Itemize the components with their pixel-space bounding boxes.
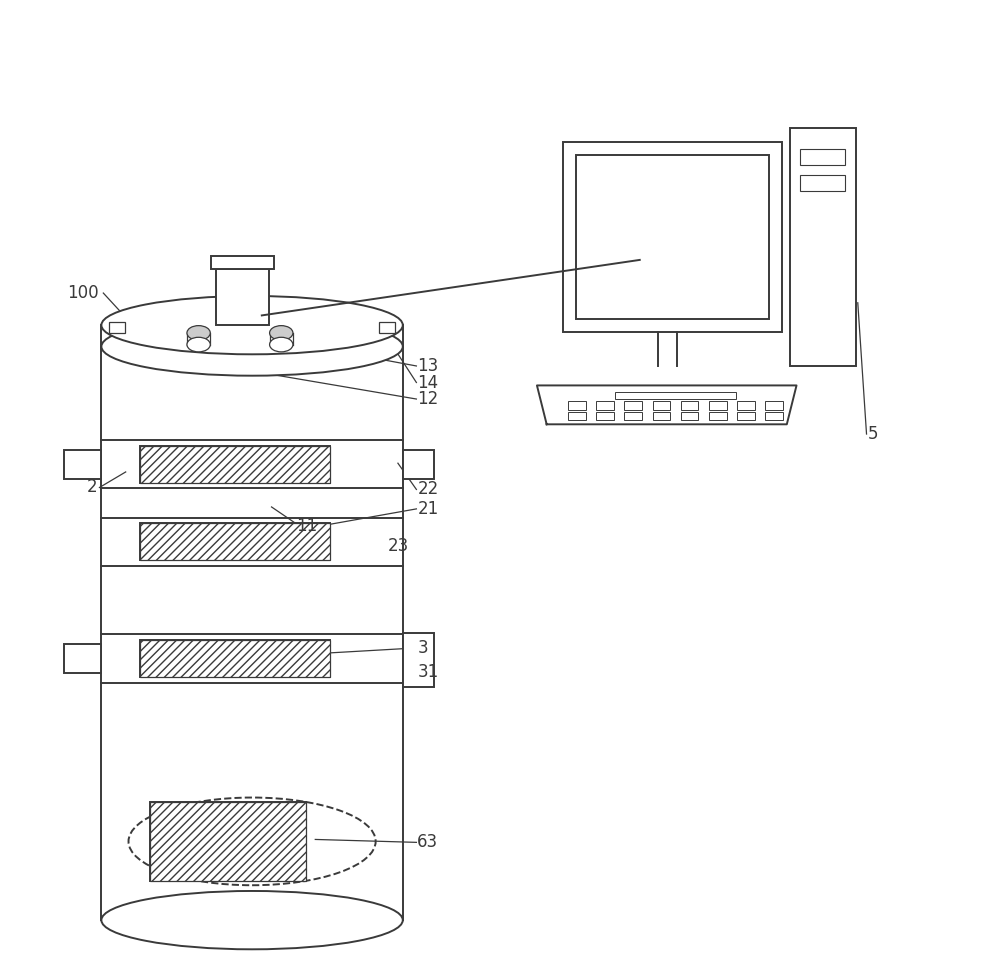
Bar [64, 449, 101, 479]
Text: 14: 14 [417, 373, 438, 392]
Bar [576, 155, 769, 319]
Bar [790, 128, 856, 366]
Ellipse shape [187, 326, 210, 340]
Bar [140, 446, 330, 483]
Bar [150, 801, 306, 881]
Text: 100: 100 [67, 284, 99, 302]
Bar [800, 176, 845, 191]
Bar [140, 641, 330, 677]
Bar [765, 411, 783, 420]
Text: 3: 3 [417, 639, 428, 657]
Text: 21: 21 [417, 500, 439, 518]
Bar [800, 149, 845, 165]
Bar [737, 401, 755, 410]
Bar [568, 401, 586, 410]
Bar [211, 256, 274, 269]
Bar [653, 411, 670, 420]
Bar [568, 411, 586, 420]
Text: 5: 5 [868, 425, 878, 443]
Text: 2: 2 [87, 479, 97, 496]
Ellipse shape [101, 317, 403, 375]
Bar [709, 401, 727, 410]
Bar [765, 401, 783, 410]
Ellipse shape [270, 326, 293, 340]
Text: 1: 1 [121, 308, 131, 327]
Bar [596, 401, 614, 410]
Text: 13: 13 [417, 357, 439, 375]
Bar [403, 449, 434, 479]
Bar [140, 641, 330, 677]
Bar [379, 322, 395, 332]
Text: 23: 23 [388, 537, 409, 555]
Ellipse shape [187, 337, 210, 352]
Bar [140, 524, 330, 561]
Text: 63: 63 [417, 834, 438, 851]
Ellipse shape [101, 296, 403, 354]
Bar [653, 401, 670, 410]
Bar [681, 411, 698, 420]
Bar [64, 644, 101, 673]
Bar [624, 411, 642, 420]
Bar [563, 142, 782, 332]
Ellipse shape [101, 891, 403, 950]
Text: 31: 31 [417, 663, 439, 682]
Bar [624, 401, 642, 410]
Bar [737, 411, 755, 420]
Text: 22: 22 [417, 481, 439, 498]
Text: 12: 12 [417, 390, 439, 408]
Ellipse shape [270, 337, 293, 352]
Polygon shape [537, 385, 797, 424]
Bar [403, 634, 434, 686]
Text: 11: 11 [296, 518, 317, 535]
Bar [140, 524, 330, 561]
Bar [681, 401, 698, 410]
Bar [596, 411, 614, 420]
Bar [216, 269, 269, 325]
Bar [709, 411, 727, 420]
Bar [615, 392, 736, 399]
Bar [140, 446, 330, 483]
Bar [109, 322, 125, 332]
Bar [150, 801, 306, 881]
